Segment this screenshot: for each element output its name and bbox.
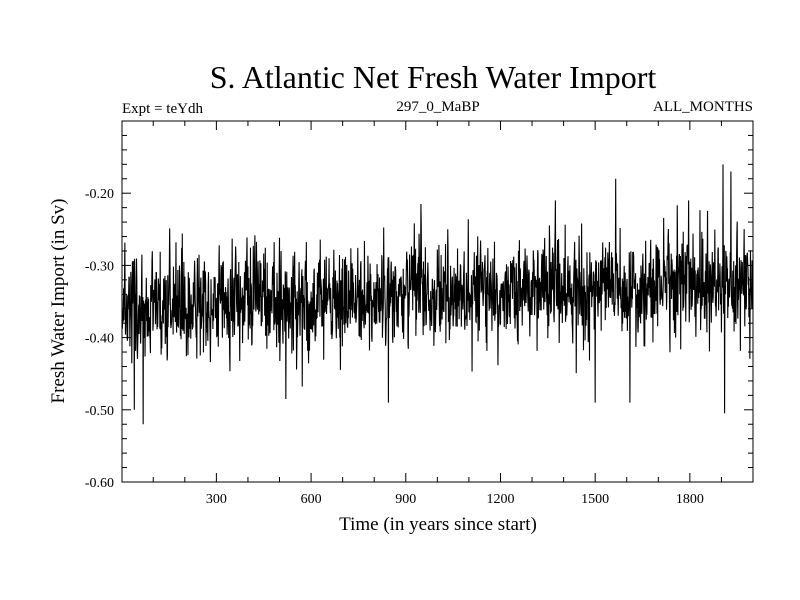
x-tick-label: 1200: [486, 492, 514, 507]
chart-title: S. Atlantic Net Fresh Water Import: [210, 59, 657, 95]
series-layer: [121, 164, 754, 425]
x-tick-label: 600: [301, 492, 322, 507]
y-tick-label: -0.40: [85, 332, 114, 347]
subtitle-months: ALL_MONTHS: [653, 99, 753, 115]
x-axis-label: Time (in years since start): [339, 514, 537, 535]
y-axis: -0.20 -0.30 -0.40 -0.50 -0.60: [85, 120, 753, 491]
x-tick-label: 300: [206, 492, 227, 507]
y-tick-label: -0.30: [85, 259, 114, 274]
subtitle-period: 297_0_MaBP: [396, 99, 479, 115]
x-axis: 300 600 900 1200 1500 1800: [152, 121, 722, 507]
series-line: [121, 164, 754, 425]
x-tick-label: 900: [395, 492, 416, 507]
y-axis-label: Fresh Water Import (in Sv): [48, 199, 69, 404]
y-tick-label: -0.50: [85, 404, 114, 419]
y-tick-label: -0.60: [85, 476, 114, 491]
y-tick-label: -0.20: [85, 187, 114, 202]
subtitle-experiment: Expt = teYdh: [122, 101, 203, 117]
x-tick-label: 1500: [581, 492, 609, 507]
x-tick-label: 1800: [676, 492, 704, 507]
